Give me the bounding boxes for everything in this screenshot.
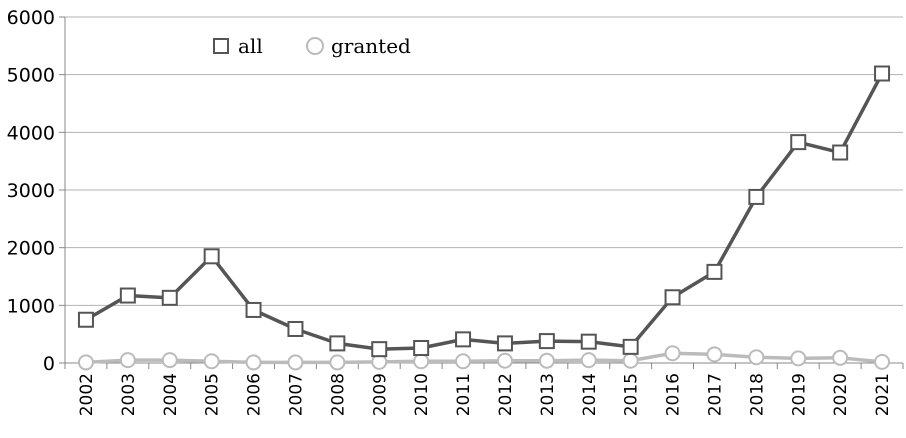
data-point-granted	[748, 349, 765, 366]
data-point-all	[371, 341, 388, 358]
y-tick-label: 3000	[7, 180, 55, 202]
x-tick-label: 2019	[789, 373, 809, 416]
x-tick-label: 2018	[747, 373, 767, 416]
data-point-granted	[203, 353, 220, 370]
legend-marker-all	[213, 38, 229, 54]
data-point-granted	[832, 349, 849, 366]
data-point-granted	[413, 353, 430, 370]
x-axis-ticks: 2002 2003 2004 2005 2006 2007 2008 2009 2010 2011…	[77, 373, 893, 416]
legend-label-granted: granted	[331, 34, 411, 58]
legend-item-granted: granted	[306, 34, 411, 58]
x-tick-label: 2006	[245, 373, 265, 416]
data-point-all	[622, 338, 639, 355]
data-point-all	[287, 320, 304, 337]
data-point-all	[496, 335, 513, 352]
data-point-granted	[455, 353, 472, 370]
data-point-granted	[287, 354, 304, 371]
data-point-all	[413, 340, 430, 357]
data-point-granted	[622, 352, 639, 369]
legend-label-all: all	[238, 34, 263, 58]
data-point-all	[790, 134, 807, 151]
legend: all granted	[213, 34, 411, 58]
x-tick-label: 2005	[203, 373, 223, 416]
x-tick-label: 2017	[705, 373, 725, 416]
x-tick-label: 2009	[370, 373, 390, 416]
series-line-all	[85, 72, 884, 351]
data-point-all	[664, 289, 681, 306]
data-point-granted	[538, 352, 555, 369]
series	[77, 65, 891, 371]
x-tick-label: 2013	[538, 373, 558, 416]
data-point-all	[580, 333, 597, 350]
data-point-granted	[245, 354, 262, 371]
x-tick-label: 2002	[77, 373, 97, 416]
data-point-all	[245, 301, 262, 318]
y-tick-label: 2000	[7, 238, 55, 260]
x-tick-label: 2011	[454, 373, 474, 416]
data-point-all	[203, 248, 220, 265]
data-point-all	[706, 263, 723, 280]
y-tick-label: 0	[43, 353, 55, 375]
x-tick-label: 2008	[328, 373, 348, 416]
series-granted	[77, 345, 891, 371]
x-tick-label: 2020	[831, 373, 851, 416]
legend-item-all: all	[213, 34, 263, 58]
data-point-all	[119, 287, 136, 304]
data-point-granted	[580, 352, 597, 369]
x-tick-label: 2015	[622, 373, 642, 416]
data-point-all	[538, 333, 555, 350]
y-tick-label: 5000	[7, 65, 55, 87]
data-point-granted	[496, 352, 513, 369]
y-tick-label: 6000	[7, 7, 55, 29]
y-tick-label: 4000	[7, 122, 55, 144]
data-point-granted	[874, 353, 891, 370]
series-all	[77, 65, 891, 358]
gridlines	[65, 16, 903, 306]
data-point-all	[161, 289, 178, 306]
data-point-all	[455, 331, 472, 348]
axes	[59, 16, 904, 369]
x-tick-label: 2014	[580, 373, 600, 416]
data-point-granted	[119, 352, 136, 369]
data-point-granted	[77, 354, 94, 371]
data-point-granted	[161, 352, 178, 369]
data-point-granted	[664, 345, 681, 362]
x-tick-label: 2012	[496, 373, 516, 416]
x-tick-label: 2004	[161, 373, 181, 416]
data-point-all	[748, 188, 765, 205]
data-point-granted	[706, 346, 723, 363]
data-point-granted	[790, 350, 807, 367]
y-tick-label: 1000	[7, 295, 55, 317]
x-tick-label: 2003	[119, 373, 139, 416]
x-tick-label: 2016	[664, 373, 684, 416]
data-point-all	[874, 65, 891, 82]
x-tick-label: 2010	[412, 373, 432, 416]
data-point-granted	[329, 354, 346, 371]
data-point-all	[77, 311, 94, 328]
x-tick-label: 2021	[873, 373, 893, 416]
data-point-all	[329, 335, 346, 352]
x-tick-label: 2007	[286, 373, 306, 416]
y-axis-ticks: 0 1000 2000 3000 4000 5000 6000	[7, 7, 55, 375]
legend-marker-granted	[306, 37, 324, 55]
data-point-all	[832, 144, 849, 161]
